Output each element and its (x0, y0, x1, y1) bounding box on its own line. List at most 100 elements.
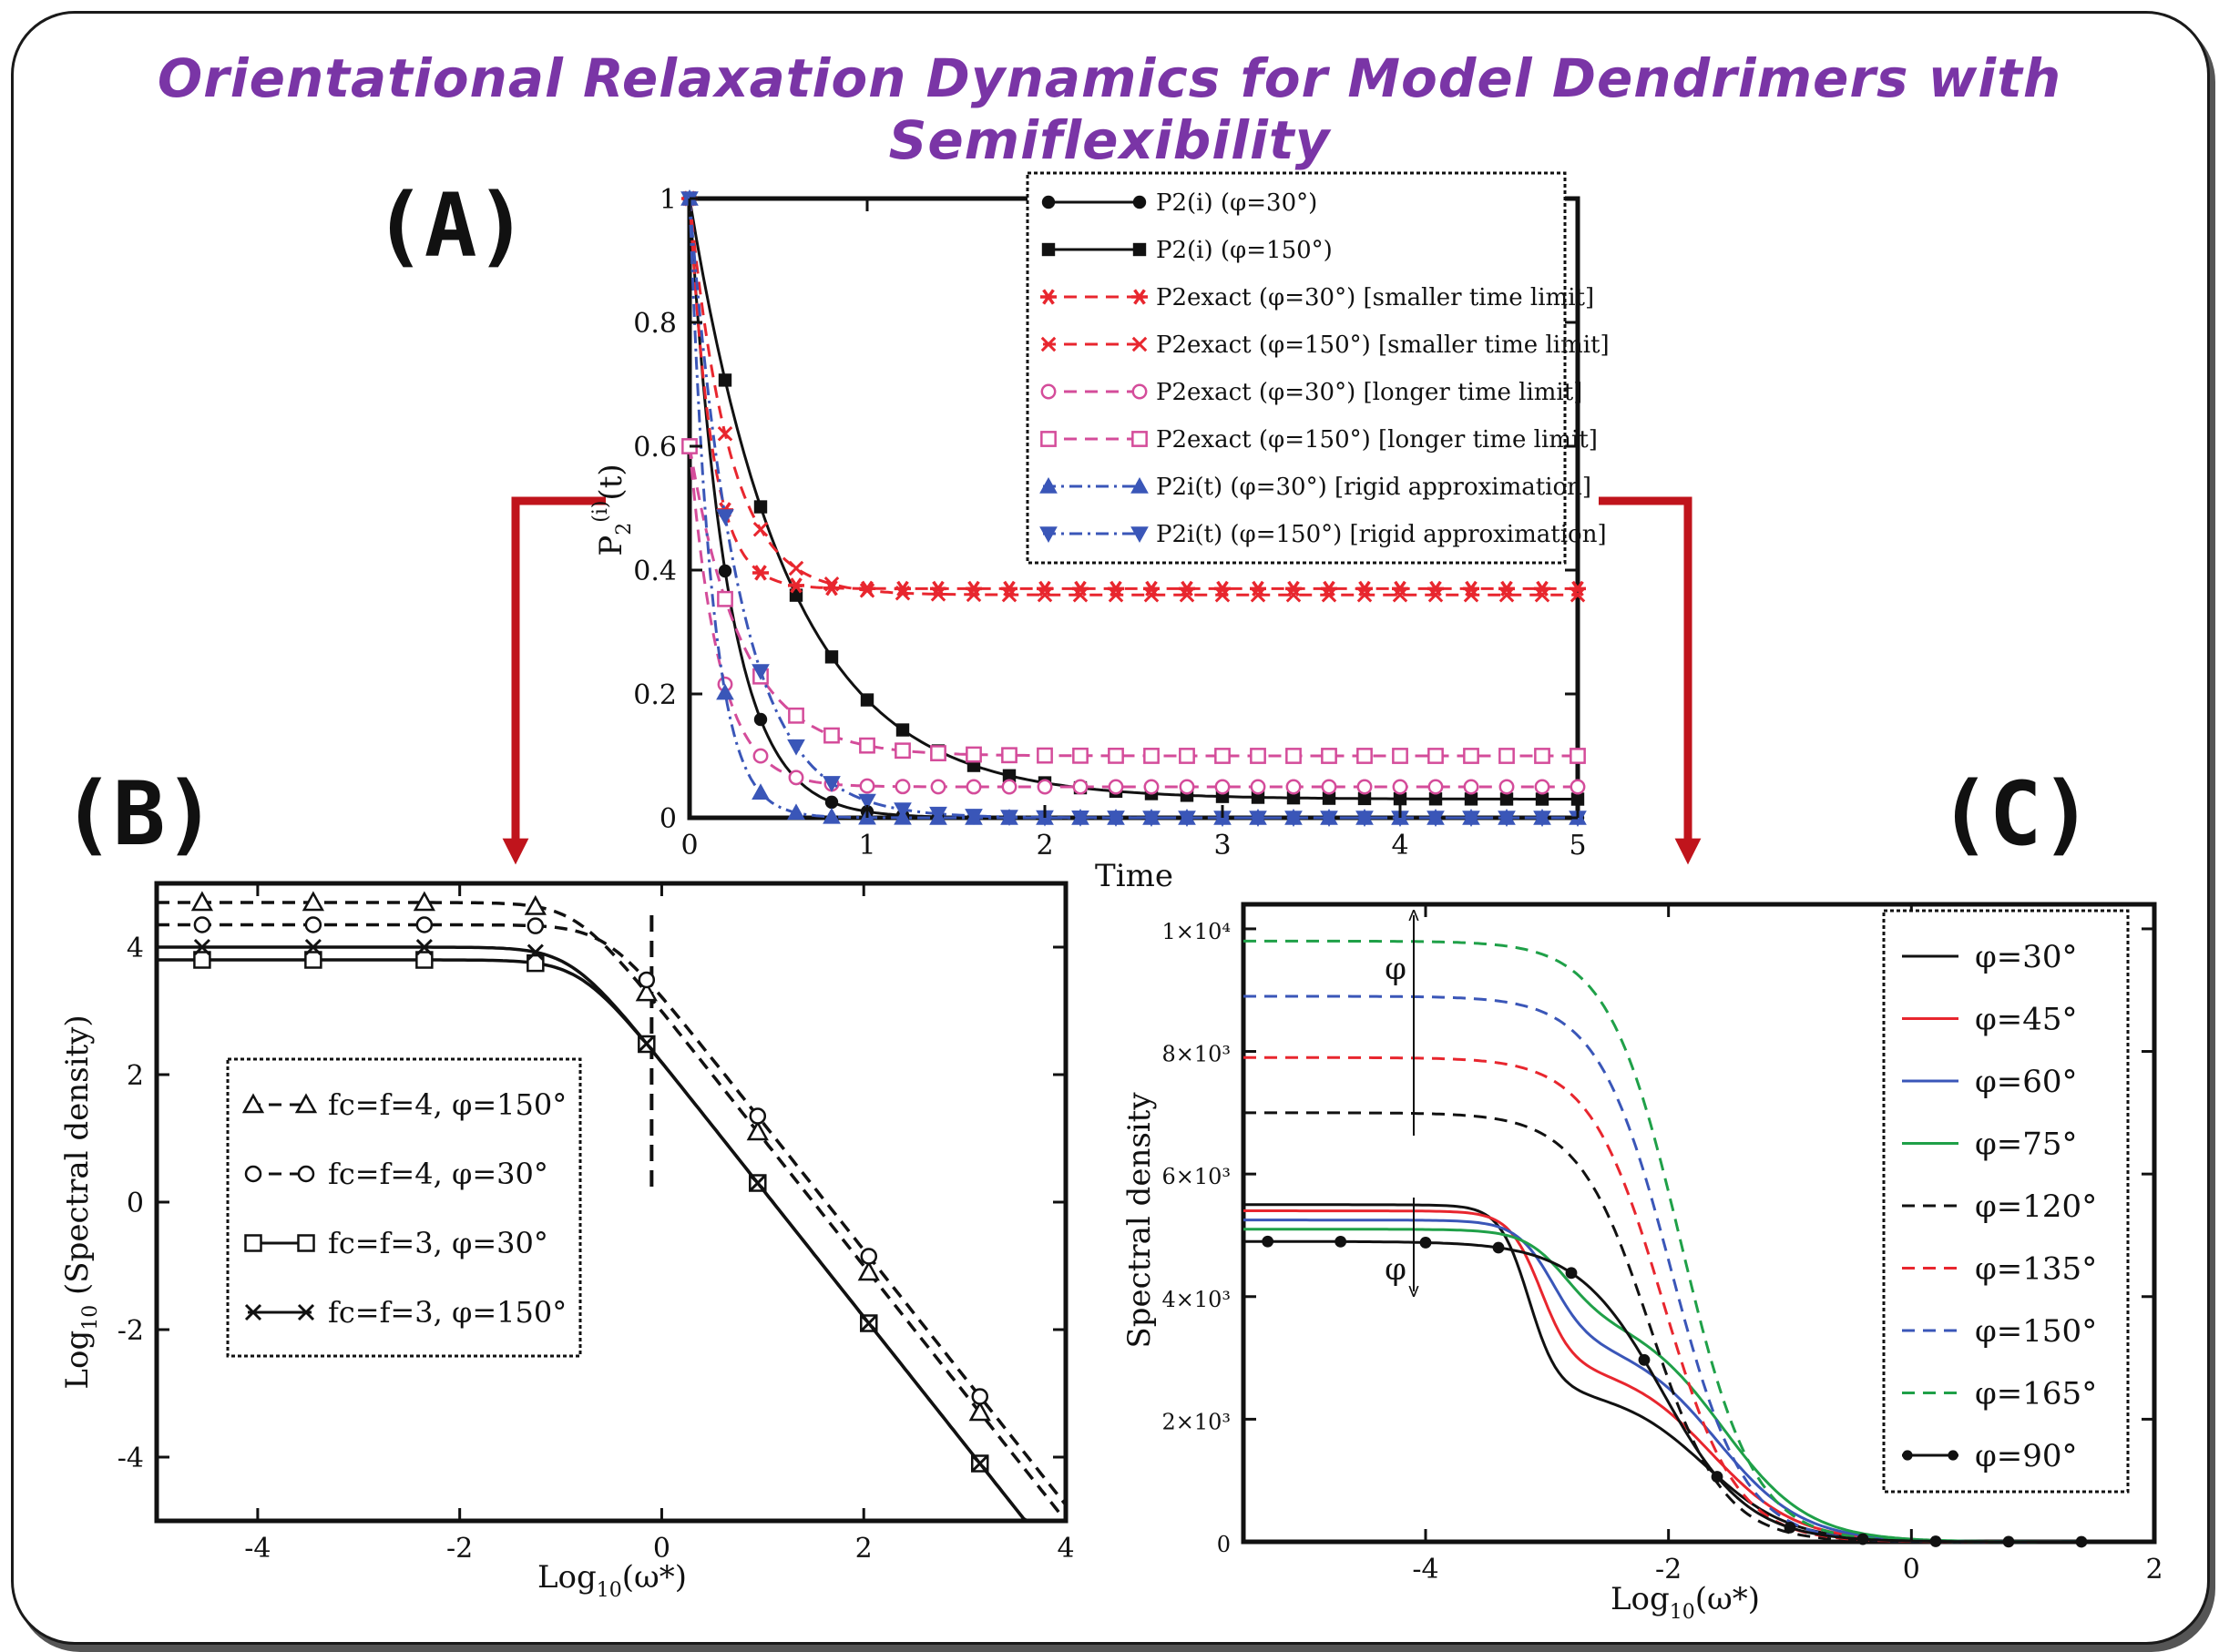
series-line-5 (1243, 1111, 2154, 1544)
data-point (1356, 779, 1373, 795)
data-point (1143, 779, 1160, 795)
legend-label-9: φ=90° (1975, 1438, 2078, 1474)
data-point (859, 737, 875, 754)
data-point (823, 807, 841, 824)
legend-label-8: P2i(t) (φ=150°) [rigid approximation] (1156, 521, 1607, 548)
data-point (824, 795, 839, 810)
data-point (752, 565, 769, 581)
legend-label-1: P2(i) (φ=30°) (1156, 189, 1317, 217)
data-point (752, 522, 769, 537)
data-point (302, 891, 325, 912)
legend-marker (1130, 526, 1149, 544)
data-point (1929, 1535, 1942, 1547)
data-point (415, 938, 433, 956)
data-point (1107, 811, 1125, 827)
data-point (1463, 586, 1479, 603)
data-point (823, 776, 841, 792)
data-point (1285, 779, 1302, 795)
data-point (1108, 748, 1124, 764)
y-tick-label: 0.8 (633, 308, 677, 340)
data-point (966, 586, 982, 603)
data-point (787, 739, 805, 756)
data-point (415, 916, 434, 933)
data-point (193, 938, 210, 956)
data-point (638, 971, 656, 989)
data-point (788, 560, 804, 576)
data-point (1565, 1267, 1578, 1280)
data-point (1179, 779, 1195, 795)
y-tick-label: -2 (118, 1315, 144, 1347)
data-point (1356, 586, 1373, 603)
data-point (1428, 792, 1443, 806)
data-point (1214, 779, 1231, 795)
data-point (635, 981, 658, 1002)
data-point (1251, 790, 1265, 804)
x-tick-label: 3 (1213, 830, 1231, 862)
data-point (1037, 586, 1053, 603)
legend-label-3: P2exact (φ=30°) [smaller time limit] (1156, 284, 1594, 311)
data-point (2002, 1535, 2015, 1548)
legend-label-2: P2(i) (φ=150°) (1156, 237, 1333, 264)
legend-marker (1040, 289, 1057, 305)
data-point (1037, 747, 1053, 764)
data-point (1285, 586, 1302, 603)
panel-label-a: (A) (373, 175, 527, 277)
data-point (860, 693, 874, 707)
y-tick-label: 0.2 (633, 679, 677, 711)
data-point (193, 951, 211, 969)
data-point (966, 779, 982, 795)
legend-marker (1039, 476, 1058, 494)
data-point (966, 746, 982, 763)
legend-label-7: P2i(t) (φ=30°) [rigid approximation] (1156, 474, 1591, 501)
chart-b-ylabel: Log10 (Spectral density) (59, 1015, 102, 1389)
data-point (1427, 779, 1444, 795)
data-point (930, 586, 946, 602)
data-point (752, 783, 770, 800)
series-line-4 (688, 198, 1578, 597)
data-point (749, 1107, 767, 1125)
legend-marker (1041, 242, 1056, 257)
legend-marker (297, 1303, 315, 1321)
data-point (1108, 779, 1124, 795)
connector-arrow-left (502, 496, 606, 865)
data-point (971, 1388, 988, 1405)
legend-label-7: φ=150° (1975, 1313, 2097, 1350)
data-point (717, 590, 733, 607)
data-point (1462, 811, 1480, 828)
x-tick-label: -2 (446, 1533, 473, 1565)
data-point (895, 723, 910, 737)
data-point (1250, 779, 1266, 795)
x-tick-label: 2 (2145, 1554, 2163, 1586)
data-point (1498, 586, 1515, 603)
legend-marker (1131, 383, 1148, 400)
data-point (716, 683, 734, 700)
chart-b: -4 -2 0 2 4 -4 -2 0 2 4 Log10(ω*) Log10 (Spectral… (59, 881, 1075, 1602)
data-point (1464, 792, 1478, 806)
data-point (1072, 747, 1089, 764)
data-point (1492, 1241, 1505, 1254)
data-point (1427, 748, 1444, 764)
data-point (524, 894, 547, 915)
data-point (1427, 586, 1444, 603)
legend-marker (1039, 526, 1058, 544)
series-line-4 (157, 945, 1066, 1523)
data-point (1463, 748, 1479, 764)
legend-marker (244, 1165, 262, 1183)
chart-c-axes (1241, 902, 2157, 1545)
data-point (1534, 586, 1550, 603)
data-point (1856, 1533, 1869, 1545)
data-point (718, 373, 732, 387)
data-point (859, 778, 875, 794)
data-point (749, 1174, 766, 1192)
data-point (1249, 811, 1267, 828)
legend-marker (1130, 476, 1149, 494)
data-point (2075, 1535, 2088, 1548)
data-point (1179, 586, 1195, 603)
data-point (718, 564, 732, 578)
data-point (823, 727, 840, 744)
data-point (1001, 779, 1017, 795)
x-tick-label: 1 (858, 830, 875, 862)
x-tick-label: 0 (1903, 1554, 1920, 1586)
data-point (1535, 792, 1549, 806)
data-point (824, 650, 839, 664)
